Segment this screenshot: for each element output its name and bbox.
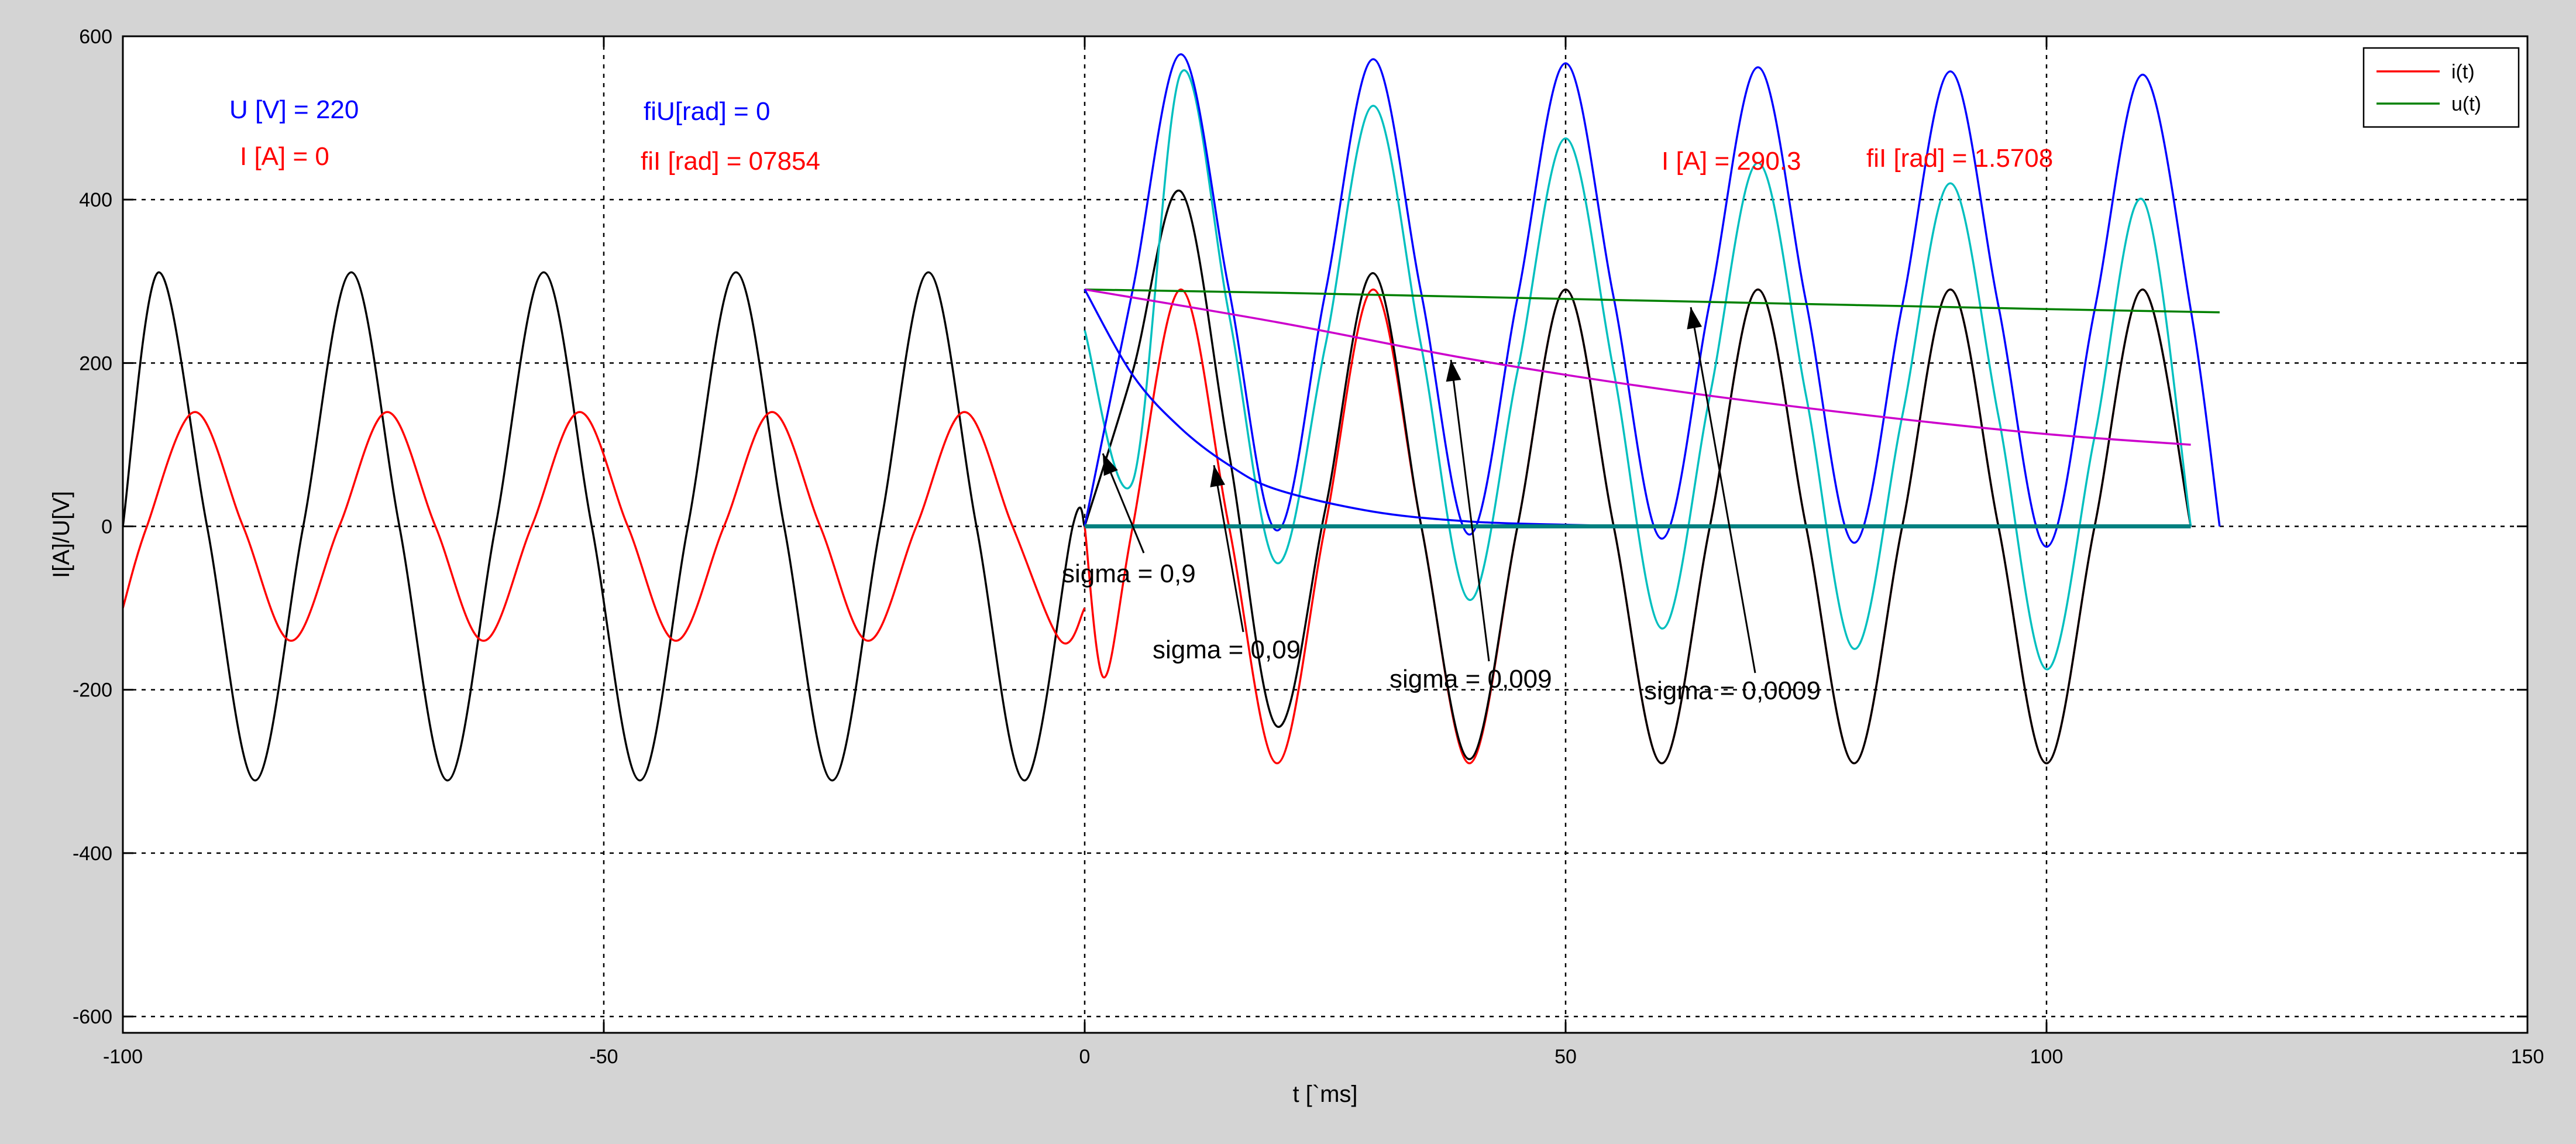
plot-area [123, 36, 2527, 1033]
x-tick-label: 50 [1554, 1046, 1577, 1068]
x-tick-label: 150 [2511, 1046, 2544, 1068]
y-tick-label: -200 [73, 679, 112, 702]
y-tick-label: 200 [79, 352, 112, 375]
x-tick-label: -100 [103, 1046, 143, 1068]
y-tick-label: -600 [73, 1006, 112, 1028]
annotation-i-amplitude: I [A] = 290.3 [1662, 147, 1801, 176]
y-tick-label: 400 [79, 189, 112, 211]
series-line-0 [122, 271, 1086, 782]
y-tick-label: 0 [101, 516, 112, 538]
annotation-arrow-head-2 [1446, 360, 1461, 382]
annotation-arrow-line-1 [1213, 465, 1244, 633]
annotation-i-initial: I [A] = 0 [240, 142, 329, 171]
legend-box [2362, 47, 2520, 128]
series-line-7 [1084, 288, 2191, 446]
y-axis-label: I[A]/U[V] [49, 491, 74, 578]
x-tick-label: 0 [1079, 1046, 1091, 1068]
annotation-arrow-head-1 [1210, 465, 1226, 487]
series-line-3 [1084, 189, 2192, 765]
annotation-arrow-line-3 [1690, 307, 1756, 674]
x-tick-label: -50 [589, 1046, 618, 1068]
annotation-fii-final: fiI [rad] = 1.5708 [1866, 144, 2053, 173]
annotation-u-value: U [V] = 220 [229, 95, 359, 124]
annotation-arrow-head-3 [1687, 307, 1703, 329]
series-line-5 [1084, 53, 2221, 548]
series-line-1 [122, 411, 1086, 645]
series-line-4 [1084, 69, 2192, 671]
annotation-sigma-09: sigma = 0,9 [1062, 559, 1196, 588]
annotation-arrow-line-2 [1450, 359, 1490, 662]
y-tick-label: -400 [73, 843, 112, 865]
legend-label-0: i(t) [2451, 61, 2475, 83]
legend-label-1: u(t) [2451, 93, 2481, 115]
annotation-arrow-head-0 [1103, 454, 1118, 476]
series-line-6 [1084, 288, 2220, 314]
annotation-fii-initial: fiI [rad] = 07854 [641, 147, 820, 176]
x-tick-label: 100 [2030, 1046, 2063, 1068]
annotation-fiu: fiU[rad] = 0 [644, 97, 770, 126]
annotation-sigma-0009: sigma = 0,009 [1390, 665, 1552, 693]
x-axis-label: t [`ms] [1292, 1081, 1357, 1107]
y-tick-label: 600 [79, 26, 112, 48]
annotation-sigma-009: sigma = 0,09 [1153, 635, 1301, 664]
axes-frame [122, 35, 2529, 1034]
annotation-sigma-00009: sigma = 0,0009 [1644, 676, 1821, 705]
